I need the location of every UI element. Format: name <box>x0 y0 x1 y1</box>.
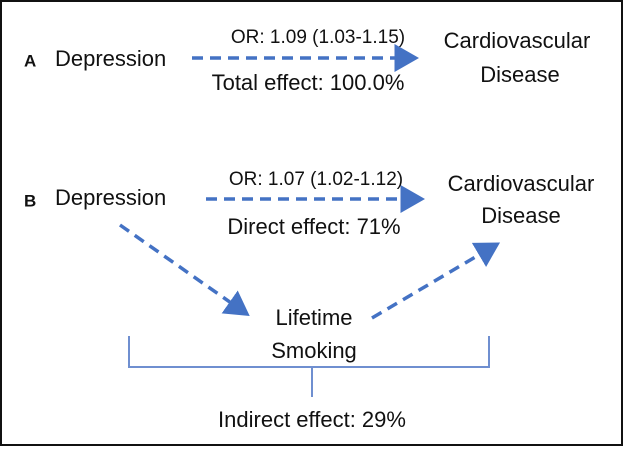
mediator-node: Lifetime <box>275 305 352 330</box>
target-node: Disease <box>481 203 560 228</box>
effect-label: Direct effect: 71% <box>227 214 400 239</box>
source-node: Depression <box>55 185 166 210</box>
panel-letter: A <box>24 51 36 70</box>
indirect-effect-label: Indirect effect: 29% <box>218 407 406 432</box>
edge-label: OR: 1.07 (1.02-1.12) <box>229 169 403 190</box>
target-node: Cardiovascular <box>444 28 591 53</box>
bracket <box>128 336 490 368</box>
arrow <box>371 242 501 320</box>
target-node: Cardiovascular <box>448 171 595 196</box>
effect-label: Total effect: 100.0% <box>212 70 405 95</box>
mediator-node: Smoking <box>271 338 357 363</box>
panel-letter: B <box>24 191 36 210</box>
edge-label: OR: 1.09 (1.03-1.15) <box>231 27 405 48</box>
target-node: Disease <box>480 62 559 87</box>
arrow <box>118 223 250 317</box>
source-node: Depression <box>55 46 166 71</box>
